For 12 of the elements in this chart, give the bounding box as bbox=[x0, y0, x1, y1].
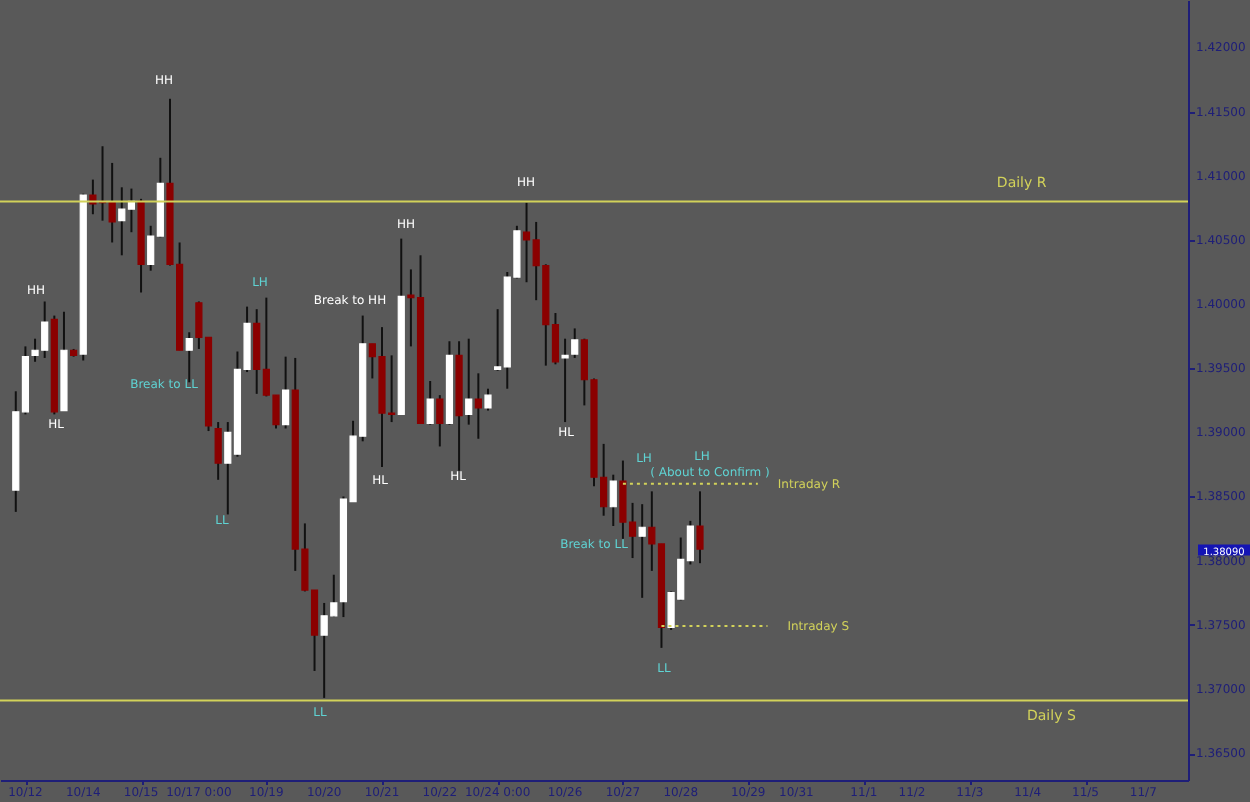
candlestick bbox=[282, 355, 290, 430]
candlestick bbox=[474, 372, 482, 440]
candlestick bbox=[484, 387, 492, 412]
candlestick bbox=[214, 421, 222, 481]
candlestick bbox=[465, 337, 473, 426]
candlestick bbox=[696, 490, 704, 565]
candlestick bbox=[571, 327, 579, 359]
candlestick bbox=[638, 503, 646, 599]
candlestick bbox=[426, 380, 434, 426]
candlestick bbox=[609, 473, 617, 527]
candlestick bbox=[436, 394, 444, 448]
candlestick bbox=[561, 337, 569, 424]
